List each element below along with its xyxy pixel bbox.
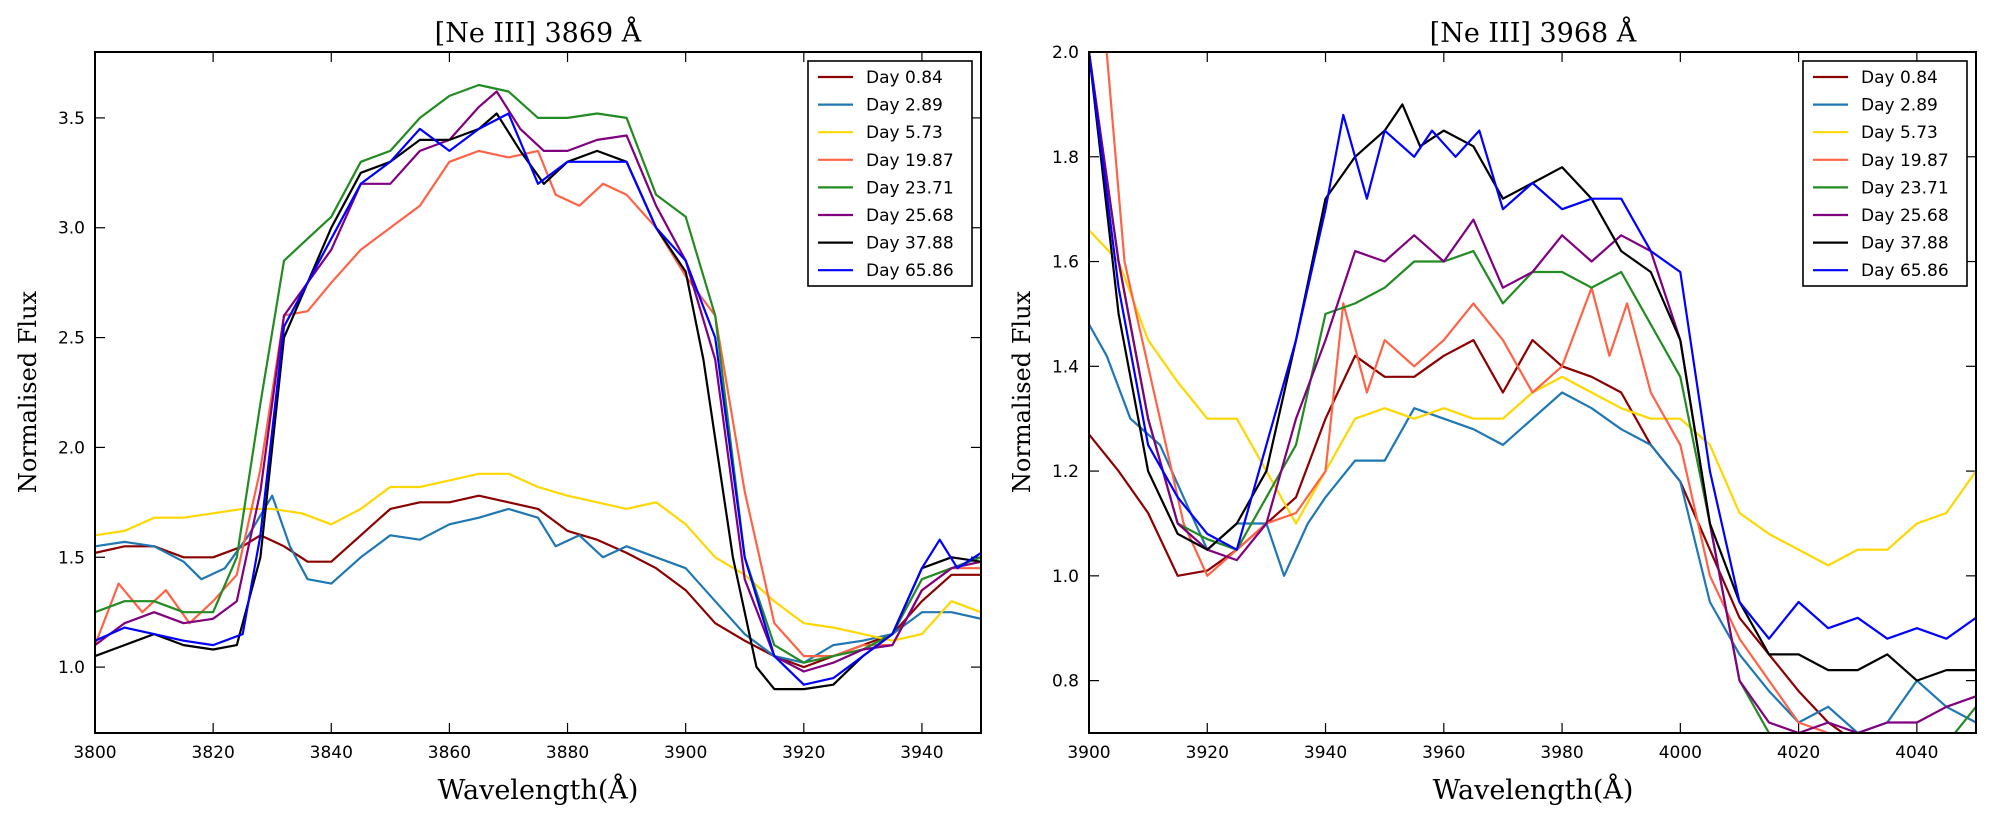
y-tick-label: 1.0 [58, 658, 85, 678]
series-line-day-65-86 [1089, 52, 1976, 640]
x-tick-label: 3820 [192, 743, 235, 763]
series-line-day-25-68 [1089, 52, 1976, 733]
x-tick-label: 3860 [428, 743, 471, 763]
legend-label: Day 65.86 [1861, 261, 1949, 281]
legend-label: Day 25.68 [1861, 206, 1949, 226]
series-group [1089, 52, 1976, 733]
x-axis-label: Wavelength(Å) [438, 773, 639, 806]
x-tick-label: 3900 [1067, 743, 1110, 763]
x-tick-label: 3940 [1304, 743, 1347, 763]
legend-swatches [818, 75, 853, 272]
y-tick-label: 2.0 [1052, 43, 1079, 63]
y-tick-labels: 0.8 1.0 1.2 1.4 1.6 1.8 2.0 [1052, 43, 1079, 692]
legend-labels: Day 0.84 Day 2.89 Day 5.73 Day 19.87 Day… [866, 68, 954, 281]
series-line-day-37-88 [1089, 52, 1976, 682]
y-tick-label: 1.5 [58, 548, 85, 568]
panel-ne3-3869: [Ne III] 3869 Å 3800 3820 3840 3860 3880… [14, 16, 982, 806]
x-tick-label: 3980 [1540, 743, 1583, 763]
y-tick-label: 3.0 [58, 219, 85, 239]
series-line-day-0-84 [1089, 339, 1845, 733]
panel-ne3-3968: [Ne III] 3968 Å 3900 3920 3940 3960 3980… [1008, 16, 1977, 806]
legend: Day 0.84 Day 2.89 Day 5.73 Day 19.87 Day… [1802, 60, 1968, 287]
y-tick-label: 1.2 [1052, 462, 1079, 482]
legend-box [1802, 60, 1968, 287]
series-line-day-23-71 [95, 83, 981, 664]
legend-label: Day 2.89 [1861, 96, 1938, 116]
x-tick-label: 3920 [1186, 743, 1229, 763]
series-line-day-0-84 [95, 494, 981, 669]
series-line-day-2-89 [1089, 323, 1976, 733]
plot-frame [1088, 51, 1977, 734]
y-tick-label: 1.6 [1052, 253, 1079, 273]
x-tick-labels: 3800 3820 3840 3860 3880 3900 3920 3940 [73, 743, 943, 763]
series-line-day-65-86 [95, 112, 981, 686]
x-tick-label: 3840 [310, 743, 353, 763]
legend-label: Day 2.89 [866, 96, 943, 116]
legend: Day 0.84 Day 2.89 Day 5.73 Day 19.87 Day… [807, 60, 973, 287]
legend-label: Day 0.84 [866, 68, 943, 88]
y-tick-label: 1.8 [1052, 148, 1079, 168]
y-axis-label: Normalised Flux [1008, 290, 1036, 493]
x-axis-label: Wavelength(Å) [1433, 773, 1634, 806]
x-tick-label: 4020 [1777, 743, 1820, 763]
legend-box [807, 60, 973, 287]
x-tick-label: 3880 [546, 743, 589, 763]
chart-title: [Ne III] 3869 Å [435, 16, 642, 49]
x-tick-label: 3900 [664, 743, 707, 763]
x-tick-label: 3800 [73, 743, 116, 763]
legend-label: Day 19.87 [1861, 151, 1949, 171]
x-tick-label: 3960 [1422, 743, 1465, 763]
x-tick-label: 3920 [782, 743, 825, 763]
y-tick-label: 3.5 [58, 109, 85, 129]
legend-label: Day 37.88 [866, 234, 954, 254]
legend-label: Day 19.87 [866, 151, 954, 171]
legend-label: Day 0.84 [1861, 68, 1938, 88]
y-tick-label: 2.0 [58, 438, 85, 458]
plot-frame [94, 51, 982, 734]
legend-label: Day 25.68 [866, 206, 954, 226]
y-tick-label: 1.4 [1052, 357, 1079, 377]
legend-labels: Day 0.84 Day 2.89 Day 5.73 Day 19.87 Day… [1861, 68, 1949, 281]
x-tick-label: 4000 [1659, 743, 1702, 763]
y-tick-label: 0.8 [1052, 672, 1079, 692]
y-tick-label: 1.0 [1052, 567, 1079, 587]
y-tick-label: 2.5 [58, 329, 85, 349]
legend-label: Day 5.73 [866, 123, 943, 143]
chart-title: [Ne III] 3968 Å [1430, 16, 1637, 49]
x-tick-labels: 3900 3920 3940 3960 3980 4000 4020 4040 [1067, 743, 1938, 763]
series-line-day-25-68 [95, 90, 981, 673]
legend-swatches [1813, 75, 1848, 272]
series-group [95, 83, 981, 691]
y-axis-label: Normalised Flux [14, 290, 42, 493]
x-tick-label: 4040 [1895, 743, 1938, 763]
y-tick-labels: 1.0 1.5 2.0 2.5 3.0 3.5 [58, 109, 85, 678]
series-line-day-5-73 [95, 472, 981, 642]
tick-marks [94, 52, 981, 733]
legend-label: Day 65.86 [866, 261, 954, 281]
legend-label: Day 23.71 [866, 178, 954, 198]
x-tick-label: 3940 [900, 743, 943, 763]
legend-label: Day 23.71 [1861, 178, 1949, 198]
legend-label: Day 5.73 [1861, 123, 1938, 143]
legend-label: Day 37.88 [1861, 234, 1949, 254]
